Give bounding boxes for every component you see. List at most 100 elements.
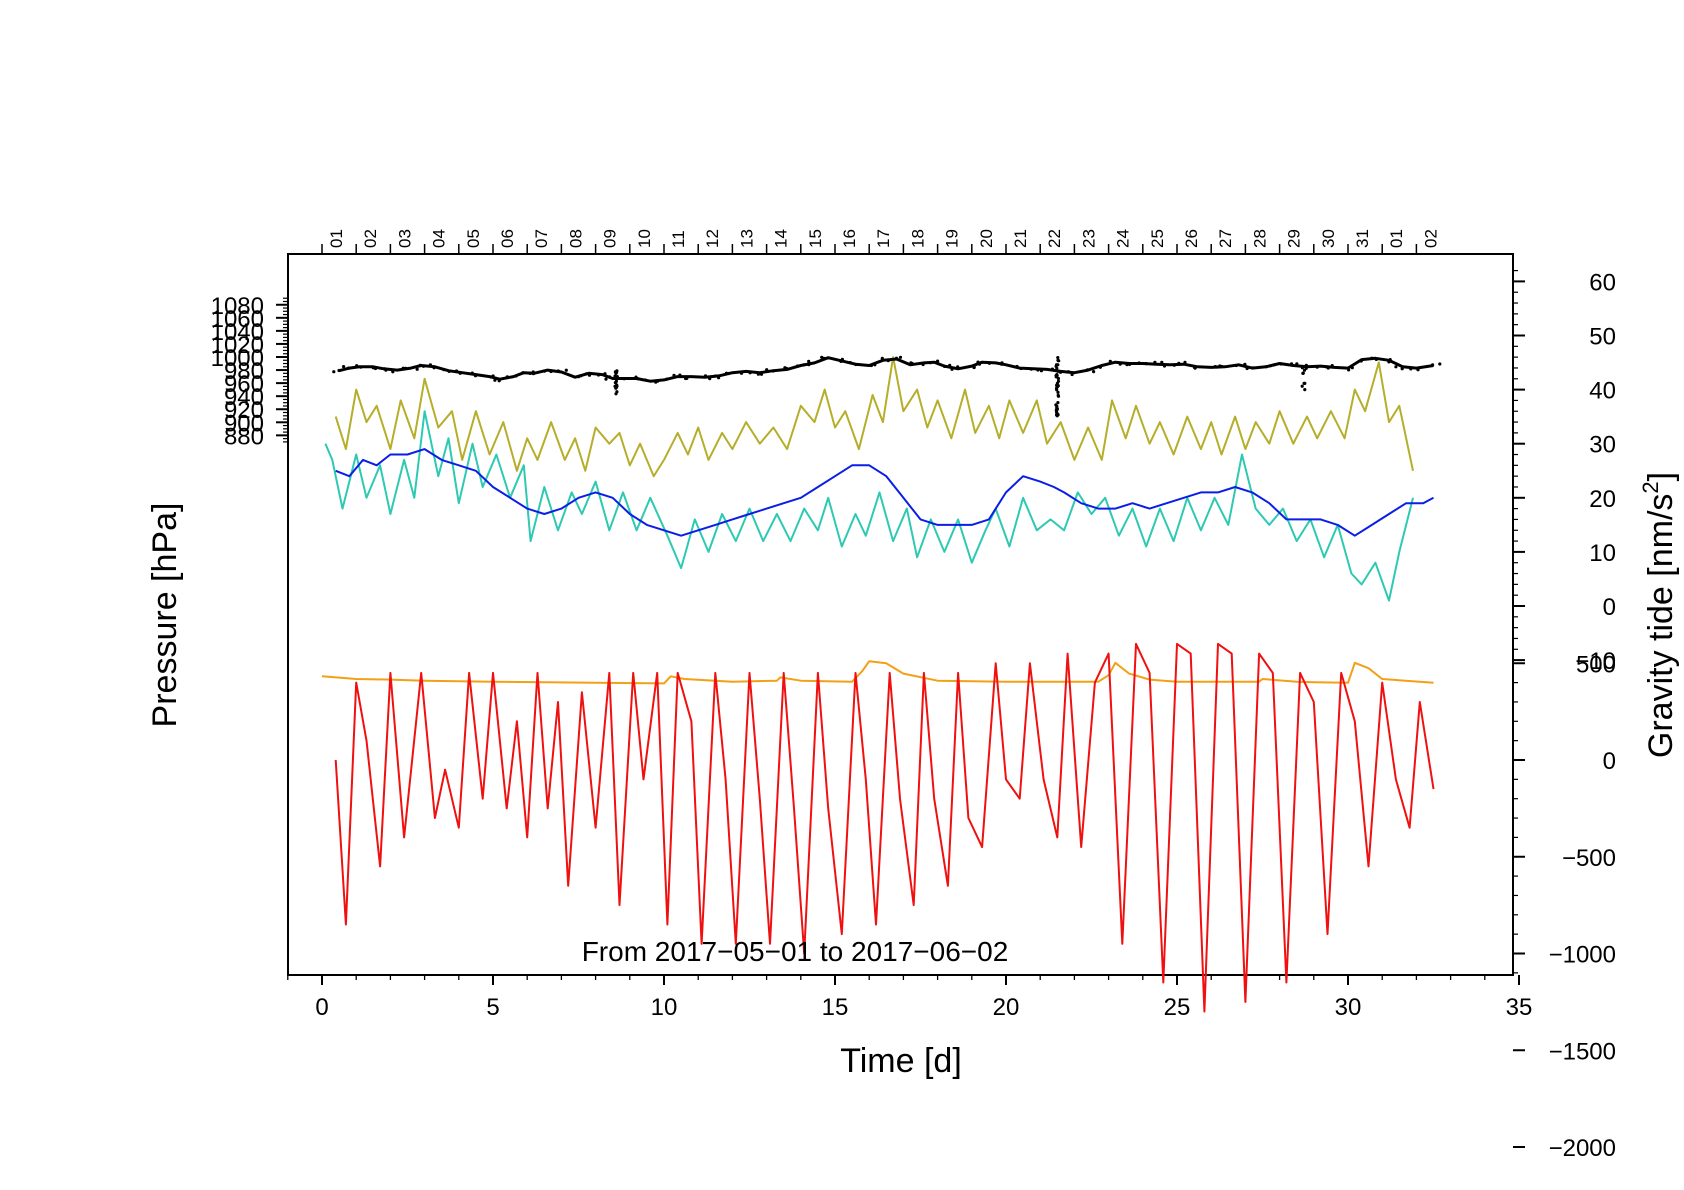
pressure-dot [636,377,640,381]
pressure-spike-dot [613,374,617,378]
top-day-label: 23 [1079,229,1098,248]
pressure-dot [556,369,560,373]
series-line-black [338,356,1434,383]
y-right-upper-tick-label: 20 [1589,486,1616,513]
pressure-dot [1160,360,1164,364]
x-tick-label: 20 [993,994,1020,1021]
pressure-dot [564,368,568,372]
top-day-label: 24 [1114,229,1133,248]
pressure-dot [1326,366,1330,370]
pressure-dot [672,373,676,377]
y-left-tick-label: 1020 [211,332,264,359]
pressure-dot [607,375,612,379]
pressure-dot [972,365,976,369]
top-day-label: 04 [430,229,449,248]
axis-ticks [276,244,1525,1148]
pressure-dot [1234,363,1238,368]
top-day-label: 11 [669,230,688,248]
pressure-dot [447,369,451,373]
pressure-spike-dot [1300,384,1304,388]
pressure-dot [1243,362,1247,366]
pressure-dot [854,362,858,367]
pressure-dot [418,363,422,367]
pressure-dot [332,370,336,374]
top-day-label: 09 [601,229,620,248]
pressure-spike-dot [1056,413,1060,417]
pressure-dot [1029,367,1033,371]
pressure-dot [1066,370,1070,374]
pressure-spike-dot [1302,368,1307,372]
top-day-label: 25 [1148,229,1167,248]
pressure-dot [432,366,436,370]
top-day-label: 21 [1011,229,1030,248]
top-day-label: 15 [806,229,825,248]
y-right-lower-tick-label: −500 [1562,845,1616,872]
pressure-dot [1000,362,1004,366]
top-day-label: 14 [772,229,791,248]
plot-frame [287,253,1514,976]
pressure-dot [950,367,954,371]
pressure-dot [1153,360,1157,364]
pressure-dot [956,365,960,369]
series-group [321,356,1435,1013]
pressure-dot [1213,365,1217,369]
pressure-dot [603,372,607,376]
pressure-dot [584,372,588,376]
pressure-dot [1118,362,1122,366]
pressure-dot [873,363,877,367]
series-line-red [334,642,1435,1013]
pressure-spike-dot [1056,369,1060,373]
pressure-dot [428,363,432,367]
pressure-spike-dot [1301,371,1305,375]
pressure-dot [727,371,731,376]
pressure-dot [1347,368,1351,372]
pressure-dot [1394,365,1398,369]
pressure-dot [470,371,474,375]
y-left-tick-label: 960 [224,371,264,398]
pressure-dot [505,375,509,379]
pressure-spike-dot [1056,390,1060,394]
pressure-dot [1128,362,1132,366]
pressure-dot [1416,368,1420,372]
x-tick-label: 25 [1164,994,1191,1021]
top-day-label: 12 [703,229,722,248]
pressure-spike-dot [1302,381,1306,385]
pressure-dot [342,365,346,369]
pressure-dot [1172,363,1176,367]
x-tick-label: 15 [822,994,849,1021]
pressure-spike-dot [1056,358,1060,362]
pressure-spike-dot [1056,393,1060,397]
pressure-dot [1409,367,1413,371]
pressure-dot [921,362,925,367]
y-left-tick-label: 900 [224,410,264,437]
y-right-upper-tick-label: 10 [1589,540,1616,567]
top-day-label: 27 [1216,229,1235,248]
pressure-dot [415,367,419,371]
pressure-dot [359,365,363,369]
top-day-label: 10 [635,229,654,248]
top-day-label: 01 [327,229,346,248]
pressure-dot [1264,365,1268,369]
y-right-lower-tick-label: −1000 [1549,942,1616,969]
y-axis-left-label: Pressure [hPa] [146,503,184,728]
pressure-dot [765,368,769,372]
pressure-dot [1019,366,1023,371]
pressure-dot [936,359,940,363]
pressure-dot [869,363,874,368]
pressure-dot [1272,363,1276,367]
pressure-dot [643,378,647,382]
pressure-dot [1137,361,1141,365]
series-line-blue [335,448,1434,537]
pressure-dot [928,361,933,365]
chart-title: From 2017−05−01 to 2017−06−02 [582,936,1009,967]
series-line-cyan [324,410,1414,602]
pressure-dot [894,356,899,360]
top-day-label: 20 [977,229,996,248]
pressure-dot [514,374,518,378]
pressure-dot [491,374,495,378]
pressure-dot [347,366,351,370]
pressure-dot [371,366,375,370]
top-day-label: 18 [908,229,927,248]
top-day-label: 02 [361,229,380,248]
pressure-dot [655,379,660,383]
